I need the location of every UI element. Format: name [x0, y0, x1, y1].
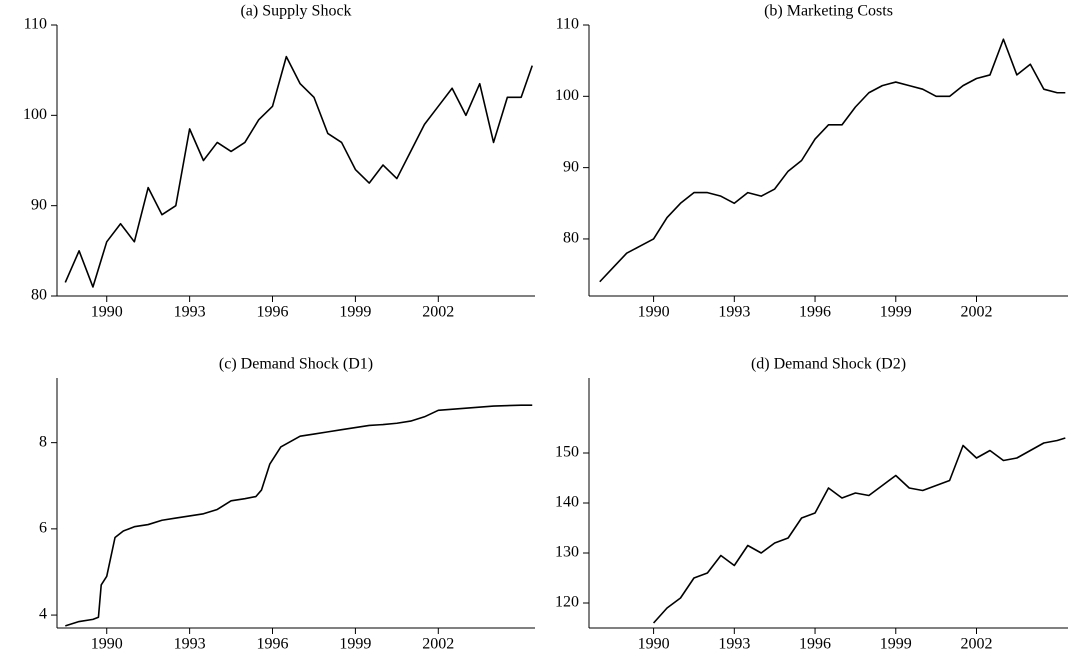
y-tick-label: 90: [31, 196, 47, 213]
x-tick-label: 1999: [339, 636, 371, 653]
x-tick-label: 1996: [799, 636, 831, 653]
x-tick-label: 1999: [880, 304, 912, 321]
x-tick-label: 2002: [961, 304, 993, 321]
x-tick-label: 2002: [422, 304, 454, 321]
data-line: [64, 55, 533, 288]
panel-title: (d) Demand Shock (D2): [751, 356, 906, 373]
x-tick-label: 1990: [91, 304, 123, 321]
panel-title: (a) Supply Shock: [240, 3, 351, 20]
x-tick-label: 1993: [174, 304, 206, 321]
panel-title: (c) Demand Shock (D1): [219, 356, 373, 373]
x-tick-label: 1999: [880, 636, 912, 653]
x-tick-label: 2002: [961, 636, 993, 653]
x-tick-label: 1999: [339, 304, 371, 321]
x-tick-label: 1990: [91, 636, 123, 653]
x-tick-label: 1993: [174, 636, 206, 653]
y-tick-label: 90: [563, 158, 579, 175]
x-tick-label: 1996: [799, 304, 831, 321]
x-tick-label: 1996: [257, 636, 289, 653]
y-tick-label: 100: [555, 87, 579, 104]
x-tick-label: 1993: [718, 636, 750, 653]
y-tick-label: 110: [24, 16, 47, 33]
y-tick-label: 110: [556, 16, 579, 33]
x-tick-label: 1993: [718, 304, 750, 321]
data-line: [599, 38, 1066, 283]
x-tick-label: 1996: [257, 304, 289, 321]
y-tick-label: 140: [555, 494, 579, 511]
y-tick-label: 6: [39, 520, 47, 537]
y-tick-label: 150: [555, 444, 579, 461]
data-line: [652, 437, 1066, 624]
x-tick-label: 2002: [422, 636, 454, 653]
x-tick-label: 1990: [638, 304, 670, 321]
y-tick-label: 80: [563, 230, 579, 247]
x-tick-label: 1990: [638, 636, 670, 653]
y-tick-label: 4: [39, 606, 47, 623]
y-tick-label: 100: [23, 106, 47, 123]
y-tick-label: 80: [31, 287, 47, 304]
y-tick-label: 120: [555, 594, 579, 611]
y-tick-label: 130: [555, 544, 579, 561]
data-line: [65, 404, 533, 627]
panel-title: (b) Marketing Costs: [764, 3, 893, 20]
y-tick-label: 8: [39, 433, 47, 450]
